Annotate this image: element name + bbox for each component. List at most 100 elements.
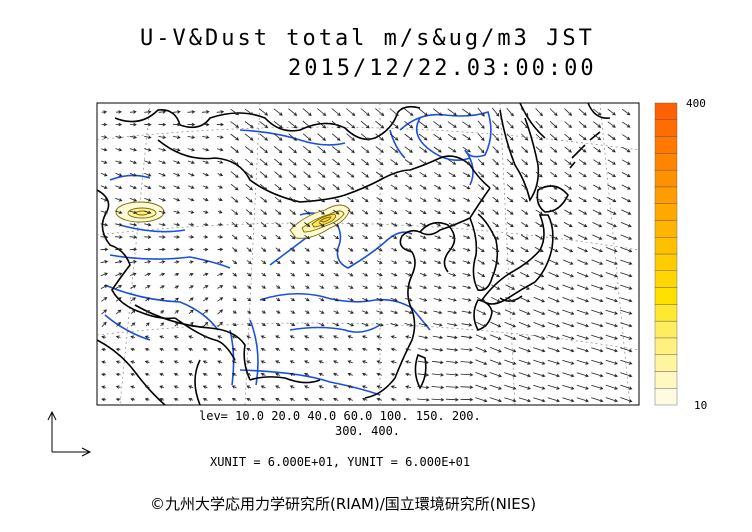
wind-arrow xyxy=(188,297,194,302)
wind-arrow xyxy=(100,185,108,189)
contour-levels-line1: lev= 10.0 20.0 40.0 60.0 100. 150. 200. xyxy=(199,409,481,423)
wind-arrow xyxy=(477,120,485,129)
wind-arrow xyxy=(605,297,619,303)
wind-arrow xyxy=(261,247,267,252)
wind-arrow xyxy=(160,310,165,314)
wind-arrow xyxy=(202,297,209,302)
wind-arrow xyxy=(347,322,355,327)
wind-arrow xyxy=(460,348,473,352)
wind-arrow xyxy=(434,222,442,227)
wind-arrow xyxy=(547,347,561,353)
wind-arrow xyxy=(605,372,618,378)
wind-arrow xyxy=(548,272,560,278)
wind-arrow xyxy=(144,110,152,114)
wind-arrow xyxy=(347,209,354,215)
wind-arrow xyxy=(187,172,195,177)
wind-arrow xyxy=(405,285,413,289)
wind-arrow xyxy=(562,372,575,378)
wind-arrow xyxy=(535,108,543,117)
wind-arrow xyxy=(115,385,121,389)
wind-arrow xyxy=(461,108,472,116)
wind-arrow xyxy=(246,221,253,228)
wind-arrow xyxy=(562,397,575,403)
wind-arrow xyxy=(246,373,252,377)
wind-arrow xyxy=(489,372,502,378)
wind-arrow xyxy=(246,398,252,402)
wind-arrow xyxy=(463,184,471,190)
wind-arrow xyxy=(173,148,181,152)
wind-arrow xyxy=(246,285,252,289)
wind-arrow xyxy=(188,197,195,202)
wind-arrow xyxy=(130,397,136,402)
wind-arrow xyxy=(188,222,195,227)
wind-arrow xyxy=(592,209,602,215)
wind-arrow xyxy=(375,108,385,117)
wind-arrow xyxy=(173,235,181,239)
wind-arrow xyxy=(202,122,210,127)
wind-arrow xyxy=(518,359,531,365)
wind-arrow xyxy=(158,148,167,152)
wind-arrow xyxy=(477,146,485,154)
wind-arrow xyxy=(460,397,474,402)
wind-arrow xyxy=(244,121,254,128)
wind-arrow xyxy=(519,284,530,290)
wind-arrow xyxy=(217,185,223,189)
wind-arrow xyxy=(232,259,238,265)
wind-arrow xyxy=(144,222,152,227)
wind-arrow xyxy=(188,335,194,339)
wind-arrow xyxy=(564,133,573,141)
wind-arrow xyxy=(562,347,575,353)
wind-arrow xyxy=(562,359,575,365)
wind-arrow xyxy=(547,309,560,315)
wind-arrow xyxy=(289,209,296,215)
wind-arrow xyxy=(376,197,384,202)
wind-arrow xyxy=(405,247,412,252)
wind-arrow xyxy=(275,347,281,352)
wind-arrow xyxy=(489,334,502,340)
wind-arrow xyxy=(275,297,281,302)
wind-arrow xyxy=(578,121,587,128)
wind-arrow xyxy=(492,133,500,142)
wind-arrow xyxy=(158,122,167,127)
wind-arrow xyxy=(404,159,413,165)
wind-arrow xyxy=(188,260,194,264)
wind-arrow xyxy=(130,347,136,352)
wind-arrow xyxy=(448,285,457,290)
wind-arrow xyxy=(417,360,429,365)
wind-arrow xyxy=(576,372,589,378)
wind-arrow xyxy=(230,146,239,154)
wind-arrow xyxy=(506,222,514,228)
wind-arrow xyxy=(288,158,297,166)
wind-arrow xyxy=(535,184,543,190)
wind-arrow xyxy=(188,247,195,252)
wind-arrow xyxy=(173,247,180,252)
wind-arrow xyxy=(129,235,138,239)
wind-arrow xyxy=(419,171,427,178)
wind-arrow xyxy=(420,235,427,239)
wind-arrow xyxy=(144,385,150,389)
wind-arrow xyxy=(346,158,355,166)
wind-arrow xyxy=(232,285,237,289)
wind-arrow xyxy=(172,110,181,114)
wind-arrow xyxy=(521,209,529,215)
wind-arrow xyxy=(360,108,370,117)
wind-arrow xyxy=(202,135,210,139)
wind-arrow xyxy=(419,197,427,202)
wind-arrow xyxy=(404,133,414,141)
wind-arrow xyxy=(521,159,529,166)
wind-arrow xyxy=(506,133,514,141)
wind-arrow xyxy=(405,360,412,364)
wind-arrow xyxy=(489,359,502,365)
wind-arrow xyxy=(288,171,297,178)
wind-arrow xyxy=(504,397,517,403)
wind-arrow xyxy=(434,235,442,239)
wind-arrow xyxy=(246,272,252,277)
wind-arrow xyxy=(303,196,311,203)
wind-arrow xyxy=(376,310,384,314)
wind-arrow xyxy=(433,172,442,178)
colorbar-swatch xyxy=(654,287,678,305)
wind-arrow xyxy=(477,222,485,228)
colorbar-min-label: 10 xyxy=(694,399,708,412)
wind-arrow xyxy=(246,385,252,389)
